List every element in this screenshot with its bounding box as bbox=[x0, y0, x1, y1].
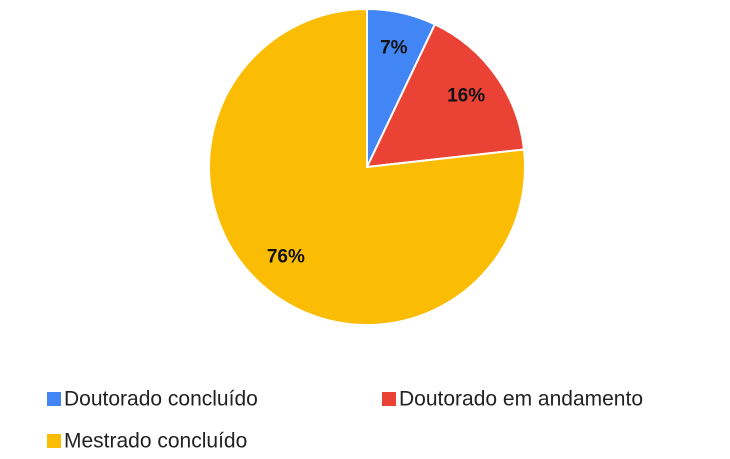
legend-label: Doutorado concluído bbox=[64, 388, 258, 411]
legend-swatch bbox=[382, 392, 396, 406]
legend-swatch bbox=[47, 392, 61, 406]
legend-swatch bbox=[47, 434, 61, 448]
value-label: 7% bbox=[380, 37, 408, 58]
value-label: 76% bbox=[267, 247, 305, 268]
pie-slice bbox=[208, 7, 526, 326]
pie-slice bbox=[365, 23, 526, 169]
value-label: 16% bbox=[447, 85, 485, 106]
legend-label: Mestrado concluído bbox=[64, 430, 247, 453]
legend-label: Doutorado em andamento bbox=[399, 388, 643, 411]
